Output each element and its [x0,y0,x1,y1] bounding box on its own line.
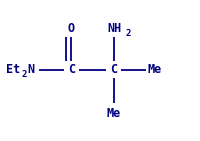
Text: NH: NH [107,22,121,35]
Text: O: O [67,22,75,35]
Text: C: C [67,63,75,76]
Text: Et: Et [6,63,20,76]
Text: 2: 2 [125,29,130,38]
Text: Me: Me [147,63,161,76]
Text: C: C [109,63,117,76]
Text: N: N [27,63,34,76]
Text: Me: Me [106,107,120,120]
Text: 2: 2 [22,70,27,79]
